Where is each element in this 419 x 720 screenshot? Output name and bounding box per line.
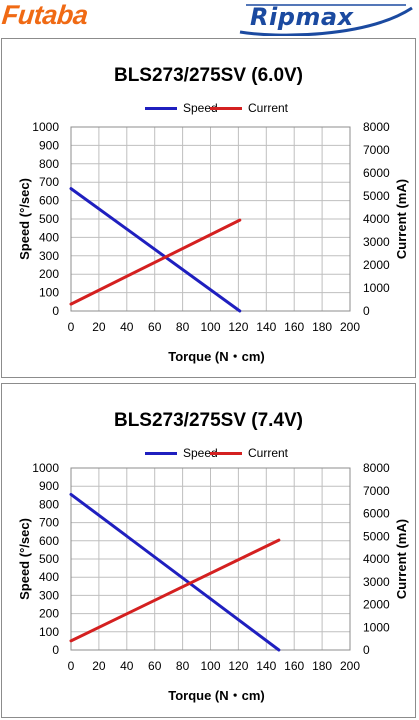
futaba-logo: Futaba <box>0 0 90 30</box>
y2-tick-label: 4000 <box>363 552 390 566</box>
y-tick-label: 500 <box>39 212 59 226</box>
y-tick-label: 1000 <box>32 461 59 475</box>
legend-swatch-speed <box>145 106 177 110</box>
y2-tick-label: 3000 <box>363 575 390 589</box>
legend-item-speed: Speed <box>145 101 218 115</box>
y-tick-label: 200 <box>39 267 59 281</box>
y-tick-label: 600 <box>39 534 59 548</box>
plot-area-border <box>70 126 351 312</box>
legend-swatch-current <box>210 106 242 110</box>
x-axis-title: Torque (N・cm) <box>168 688 265 703</box>
x-tick-label: 40 <box>120 659 134 673</box>
y-tick-label: 700 <box>39 516 59 530</box>
chart-title: BLS273/275SV (6.0V) <box>113 65 304 86</box>
y-tick-label: 700 <box>39 175 59 189</box>
series-line-current <box>69 218 242 306</box>
y2-tick-label: 4000 <box>363 212 390 226</box>
legend-label-current: Current <box>248 446 289 460</box>
x-tick-label: 20 <box>92 320 106 334</box>
y2-tick-label: 7000 <box>363 484 390 498</box>
plot-area-border <box>70 467 351 651</box>
y-axis-title: Speed (°/sec) <box>17 178 32 260</box>
y-tick-label: 1000 <box>32 120 59 134</box>
series-line-current <box>69 538 281 643</box>
y-tick-label: 400 <box>39 230 59 244</box>
legend-item-current: Current <box>210 101 288 115</box>
y-axis-title: Speed (°/sec) <box>17 518 32 600</box>
legend-item-speed: Speed <box>145 446 218 460</box>
header-logos: Futaba Ripmax <box>0 0 419 38</box>
y-tick-label: 800 <box>39 497 59 511</box>
chart-panel-6v: BLS273/275SV (6.0V) Speed Current 0 100 20… <box>1 38 416 378</box>
x-tick-label: 0 <box>68 320 75 334</box>
x-tick-label: 60 <box>148 659 162 673</box>
chart-legend: Speed Current <box>2 101 415 117</box>
x-tick-label: 80 <box>176 659 190 673</box>
y2-tick-label: 2000 <box>363 258 390 272</box>
y2-tick-label: 1000 <box>363 620 390 634</box>
x-tick-label: 40 <box>120 320 134 334</box>
legend-label-speed: Speed <box>183 446 218 460</box>
x-axis-title: Torque (N・cm) <box>168 349 265 364</box>
y2-tick-label: 6000 <box>363 166 390 180</box>
x-tick-label: 200 <box>340 659 360 673</box>
x-tick-label: 80 <box>176 320 190 334</box>
y2-tick-label: 6000 <box>363 507 390 521</box>
ripmax-logo-text: Ripmax <box>250 3 354 31</box>
x-tick-label: 60 <box>148 320 162 334</box>
ripmax-swoosh-icon <box>239 4 413 36</box>
legend-label-speed: Speed <box>183 101 218 115</box>
y2-tick-label: 5000 <box>363 529 390 543</box>
y2-tick-label: 7000 <box>363 143 390 157</box>
y-tick-label: 800 <box>39 157 59 171</box>
x-tick-label: 120 <box>228 659 248 673</box>
legend-item-current: Current <box>210 446 288 460</box>
y2-tick-label: 8000 <box>363 120 390 134</box>
x-tick-label: 120 <box>228 320 248 334</box>
y-tick-label: 300 <box>39 588 59 602</box>
chart-panel-7-4v: BLS273/275SV (7.4V) Speed Current 0 100 20… <box>1 383 416 718</box>
y2-tick-label: 1000 <box>363 281 390 295</box>
x-tick-label: 180 <box>312 320 332 334</box>
legend-swatch-speed <box>145 451 177 455</box>
y2-tick-label: 3000 <box>363 235 390 249</box>
y2-tick-label: 0 <box>363 304 370 318</box>
x-tick-label: 0 <box>68 659 75 673</box>
y-tick-label: 900 <box>39 479 59 493</box>
y-tick-label: 100 <box>39 286 59 300</box>
x-tick-label: 140 <box>256 320 276 334</box>
x-tick-label: 20 <box>92 659 106 673</box>
chart-legend: Speed Current <box>2 446 415 462</box>
y-tick-label: 100 <box>39 625 59 639</box>
y-tick-label: 500 <box>39 552 59 566</box>
x-tick-label: 200 <box>340 320 360 334</box>
y-tick-label: 0 <box>52 643 59 657</box>
y2-axis-title: Current (mA) <box>394 519 409 599</box>
series-line-speed <box>69 492 281 652</box>
y-tick-label: 300 <box>39 249 59 263</box>
series-line-speed <box>69 187 242 313</box>
chart-title: BLS273/275SV (7.4V) <box>113 410 304 431</box>
y-tick-label: 0 <box>52 304 59 318</box>
y-tick-label: 900 <box>39 138 59 152</box>
x-tick-label: 140 <box>256 659 276 673</box>
y2-tick-label: 0 <box>363 643 370 657</box>
x-tick-label: 180 <box>312 659 332 673</box>
ripmax-logo: Ripmax <box>236 2 414 36</box>
legend-label-current: Current <box>248 101 289 115</box>
y-tick-label: 400 <box>39 570 59 584</box>
legend-swatch-current <box>210 451 242 455</box>
y2-tick-label: 8000 <box>363 461 390 475</box>
x-tick-label: 100 <box>200 659 220 673</box>
x-tick-label: 160 <box>284 659 304 673</box>
x-tick-label: 160 <box>284 320 304 334</box>
y2-tick-label: 5000 <box>363 189 390 203</box>
x-tick-label: 100 <box>200 320 220 334</box>
y-tick-label: 600 <box>39 194 59 208</box>
y-tick-label: 200 <box>39 607 59 621</box>
y2-tick-label: 2000 <box>363 598 390 612</box>
y2-axis-title: Current (mA) <box>394 179 409 259</box>
